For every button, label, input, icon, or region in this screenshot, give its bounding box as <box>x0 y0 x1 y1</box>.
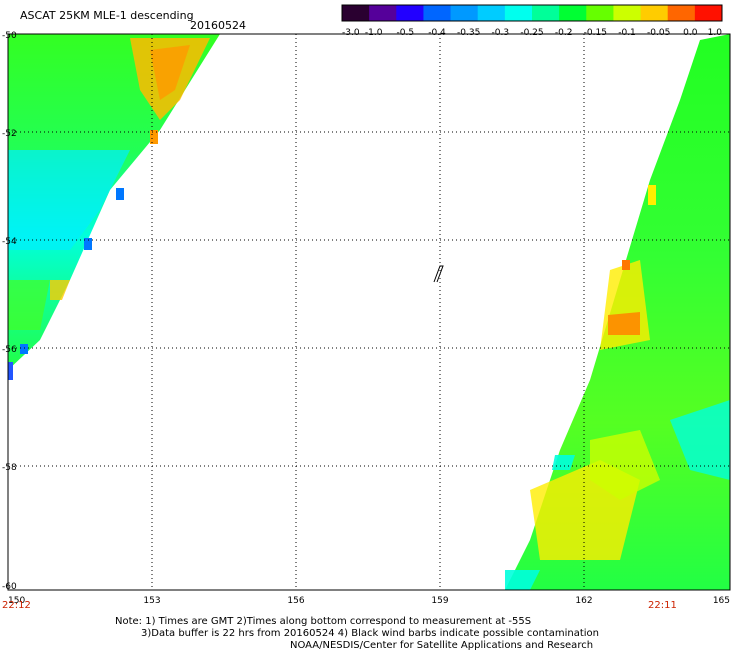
note-line-2: 3)Data buffer is 22 hrs from 20160524 4)… <box>141 628 599 639</box>
colorbar-label: 0.0 <box>683 28 698 38</box>
colorbar-label: -0.25 <box>520 28 543 38</box>
longitude-label: 159 <box>431 596 448 606</box>
longitude-label: 150 <box>8 596 25 606</box>
longitude-label: 156 <box>287 596 304 606</box>
colorbar-band <box>477 5 506 21</box>
colorbar-label: -0.3 <box>492 28 510 38</box>
wind-barb-icon <box>433 265 444 283</box>
colorbar-band <box>667 5 696 21</box>
colorbar-label: 1.0 <box>708 28 723 38</box>
colorbar-band <box>586 5 614 21</box>
longitude-label: 162 <box>575 596 592 606</box>
latitude-label: -50 <box>2 31 17 41</box>
colorbar-label: -0.1 <box>618 28 636 38</box>
latitude-label: -52 <box>2 129 17 139</box>
colorbar-band <box>369 5 397 21</box>
colorbar-label: -0.5 <box>397 28 415 38</box>
colorbar-band <box>396 5 424 21</box>
colorbar-band <box>450 5 479 21</box>
note-line-3: NOAA/NESDIS/Center for Satellite Applica… <box>290 640 594 651</box>
latitude-label: -54 <box>2 237 17 247</box>
colorbar-label: -1.0 <box>365 28 383 38</box>
time-left-label: 22:12 <box>2 600 31 611</box>
product-title: ASCAT 25KM MLE-1 descending <box>20 9 194 22</box>
latitude-label: -58 <box>2 463 17 473</box>
colorbar-band <box>640 5 669 21</box>
colorbar-label: -0.05 <box>647 28 670 38</box>
colorbar-label: -0.15 <box>584 28 607 38</box>
colorbar-band <box>504 5 533 21</box>
note-line-1: Note: 1) Times are GMT 2)Times along bot… <box>115 616 532 627</box>
colorbar: -3.0 -1.0 -0.5 -0.4 -0.35 -0.3 -0.25 -0.2 -0.15 -… <box>341 4 723 38</box>
colorbar-label: -0.2 <box>555 28 573 38</box>
latitude-label: -56 <box>2 345 17 355</box>
time-right-label: 22:11 <box>648 600 677 611</box>
colorbar-band <box>559 5 587 21</box>
colorbar-band <box>613 5 642 21</box>
map-frame <box>7 33 731 591</box>
product-date: 20160524 <box>190 19 246 32</box>
longitude-label: 165 <box>713 596 730 606</box>
right-swath <box>505 34 730 590</box>
longitude-label: 153 <box>143 596 160 606</box>
colorbar-band <box>423 5 452 21</box>
graticule <box>8 34 730 590</box>
colorbar-label: -0.4 <box>428 28 446 38</box>
latitude-label: -60 <box>2 582 17 592</box>
colorbar-label: -0.35 <box>457 28 480 38</box>
colorbar-band <box>342 5 370 21</box>
colorbar-band <box>694 5 723 21</box>
left-swath <box>8 34 220 380</box>
colorbar-label: -3.0 <box>342 28 360 38</box>
colorbar-band <box>532 5 560 21</box>
